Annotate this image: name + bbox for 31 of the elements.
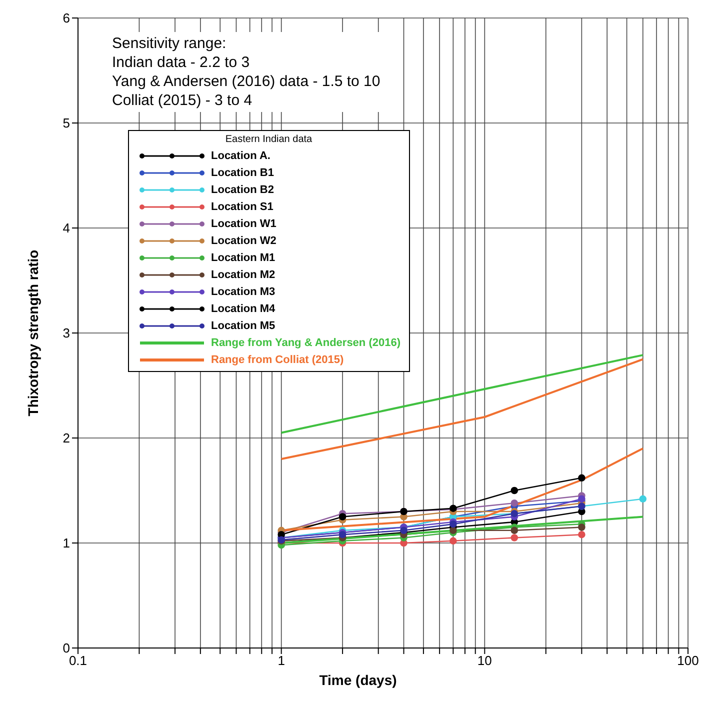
x-tick-label: 10	[477, 653, 492, 668]
y-tick-label: 2	[62, 430, 70, 446]
legend-label: Location W1	[211, 218, 276, 230]
y-tick-label: 1	[62, 536, 70, 551]
x-tick-label: 100	[677, 653, 699, 668]
y-tick-label: 5	[62, 116, 70, 131]
legend-label: Location B2	[211, 184, 274, 196]
y-tick-label: 0	[62, 640, 70, 656]
legend-label: Location M1	[211, 252, 276, 264]
legend-title: Eastern Indian data	[224, 134, 314, 145]
text: Range from Yang & Andersen (2016)	[211, 336, 400, 348]
legend-label: Location S1	[211, 200, 274, 212]
annotation: Indian data - 2.2 to 3	[112, 53, 251, 72]
y-tick-label: 4	[62, 220, 70, 236]
legend-label: Location B1	[211, 166, 274, 178]
text: Range from Colliat (2015)	[211, 354, 344, 366]
y-tick-label: 3	[62, 326, 70, 341]
legend-label: Location M4	[211, 302, 276, 314]
y-tick-label: 6	[62, 10, 70, 26]
x-axis-title: Time (days)	[318, 672, 398, 688]
legend-label: Location M3	[211, 286, 276, 298]
legend-label: Location M2	[211, 268, 276, 280]
legend-label: Location W2	[211, 234, 276, 246]
x-tick-label: 1	[278, 653, 285, 668]
annotation: Sensitivity range:	[112, 34, 228, 53]
x-tick-label: 0.1	[68, 653, 88, 668]
legend-label: Location A.	[211, 150, 270, 162]
legend-label: Location M5	[211, 320, 276, 332]
annotation: Yang & Andersen (2016) data - 1.5 to 10	[112, 72, 380, 91]
y-axis-title: Thixotropy strength ratio	[24, 250, 41, 416]
annotation: Colliat (2015) - 3 to 4	[112, 91, 254, 110]
